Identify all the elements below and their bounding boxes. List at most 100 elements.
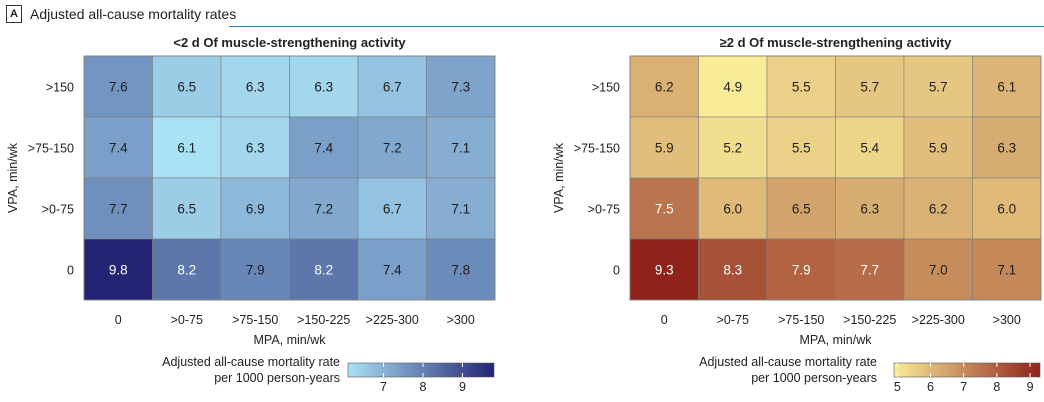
x-tick-label: >0-75 — [171, 313, 203, 327]
heatmap-cell — [766, 177, 836, 240]
heatmap-cell — [152, 116, 222, 179]
cell-value-label: 6.5 — [792, 202, 811, 217]
colorbar — [347, 362, 495, 378]
x-tick-label: >75-150 — [778, 313, 824, 327]
heatmap-cell — [698, 116, 768, 179]
x-tick-label: >150-225 — [297, 313, 350, 327]
x-tick-label: >150-225 — [843, 313, 896, 327]
cell-value-label: 6.1 — [997, 80, 1016, 95]
cell-value-label: 5.5 — [792, 80, 811, 95]
x-tick-label: >75-150 — [232, 313, 278, 327]
cell-value-label: 7.7 — [109, 202, 128, 217]
cell-value-label: 7.4 — [314, 141, 333, 156]
cell-value-label: 8.2 — [314, 263, 333, 278]
header-rule — [229, 26, 1044, 27]
cell-value-label: 7.8 — [451, 263, 470, 278]
heatmap-cell — [835, 177, 905, 240]
heatmap-title: ≥2 d Of muscle-strengthening activity — [720, 35, 953, 50]
heatmap-border — [629, 55, 1042, 301]
heatmap-cell — [220, 55, 290, 118]
cell-value-label: 9.3 — [655, 263, 674, 278]
cell-value-label: 5.7 — [860, 80, 879, 95]
heatmap-cell — [152, 177, 222, 240]
heatmap-cell — [220, 238, 290, 301]
heatmap-cell — [972, 116, 1042, 179]
panel-title: Adjusted all-cause mortality rates — [30, 6, 237, 22]
y-tick-label: >75-150 — [28, 142, 74, 156]
x-tick-label: >225-300 — [366, 313, 419, 327]
heatmap-cell — [289, 177, 359, 240]
heatmap-cell — [83, 55, 153, 118]
x-tick-label: >0-75 — [717, 313, 749, 327]
cell-value-label: 6.0 — [997, 202, 1016, 217]
cell-value-label: 7.4 — [383, 263, 402, 278]
cell-value-label: 7.6 — [109, 80, 128, 95]
cell-value-label: 7.9 — [792, 263, 811, 278]
cell-value-label: 5.2 — [723, 141, 742, 156]
heatmap-border — [83, 55, 496, 301]
heatmap-cell — [152, 238, 222, 301]
cell-value-label: 7.5 — [655, 202, 674, 217]
cell-value-label: 7.4 — [109, 141, 128, 156]
heatmap-cell — [152, 55, 222, 118]
cell-value-label: 6.3 — [860, 202, 879, 217]
colorbar-label-line2: per 1000 person-years — [214, 371, 340, 385]
colorbar-tick-label: 9 — [459, 380, 466, 394]
cell-value-label: 5.4 — [860, 141, 879, 156]
cell-value-label: 6.3 — [246, 141, 265, 156]
heatmap-cell — [426, 116, 496, 179]
colorbar-label-line2: per 1000 person-years — [751, 371, 877, 385]
cell-value-label: 7.1 — [451, 202, 470, 217]
cell-value-label: 5.9 — [655, 141, 674, 156]
heatmap-cell — [220, 116, 290, 179]
cell-value-label: 6.3 — [246, 80, 265, 95]
x-tick-label: 0 — [661, 313, 668, 327]
cell-value-label: 6.7 — [383, 80, 402, 95]
cell-value-label: 6.7 — [383, 202, 402, 217]
colorbar-tick-label: 8 — [419, 380, 426, 394]
y-tick-label: 0 — [613, 264, 620, 278]
cell-value-label: 4.9 — [723, 80, 742, 95]
heatmap-cell — [972, 238, 1042, 301]
y-tick-label: 0 — [67, 264, 74, 278]
y-tick-label: >0-75 — [42, 203, 74, 217]
cell-value-label: 6.2 — [929, 202, 948, 217]
y-tick-label: >0-75 — [588, 203, 620, 217]
x-axis-label: MPA, min/wk — [254, 333, 327, 347]
colorbar-tick-label: 6 — [927, 380, 934, 394]
cell-value-label: 7.7 — [860, 263, 879, 278]
x-tick-label: >225-300 — [912, 313, 965, 327]
heatmap-cell — [903, 116, 973, 179]
heatmap-cell — [289, 238, 359, 301]
heatmap-cell — [903, 55, 973, 118]
heatmap-cell — [903, 238, 973, 301]
cell-value-label: 6.1 — [177, 141, 196, 156]
cell-value-label: 6.9 — [246, 202, 265, 217]
cell-value-label: 8.2 — [177, 263, 196, 278]
cell-value-label: 6.5 — [177, 80, 196, 95]
heatmap-cell — [766, 116, 836, 179]
heatmap-cell — [903, 177, 973, 240]
cell-value-label: 6.3 — [314, 80, 333, 95]
colorbar-label-line1: Adjusted all-cause mortality rate — [162, 355, 340, 369]
colorbar-label-line1: Adjusted all-cause mortality rate — [699, 355, 877, 369]
cell-value-label: 6.2 — [655, 80, 674, 95]
heatmap-cell — [835, 238, 905, 301]
heatmap-cell — [220, 177, 290, 240]
colorbar-tick-label: 5 — [894, 380, 901, 394]
cell-value-label: 6.5 — [177, 202, 196, 217]
y-axis-label: VPA, min/wk — [552, 142, 566, 213]
cell-value-label: 5.7 — [929, 80, 948, 95]
heatmap-cell — [357, 177, 427, 240]
cell-value-label: 7.1 — [451, 141, 470, 156]
heatmap-cell — [426, 177, 496, 240]
heatmap-cell — [972, 177, 1042, 240]
panel-letter: A — [6, 5, 22, 23]
x-tick-label: >300 — [993, 313, 1021, 327]
cell-value-label: 5.5 — [792, 141, 811, 156]
heatmap-cell — [83, 238, 153, 301]
heatmap-title: <2 d Of muscle-strengthening activity — [173, 35, 406, 50]
cell-value-label: 7.3 — [451, 80, 470, 95]
cell-value-label: 5.9 — [929, 141, 948, 156]
